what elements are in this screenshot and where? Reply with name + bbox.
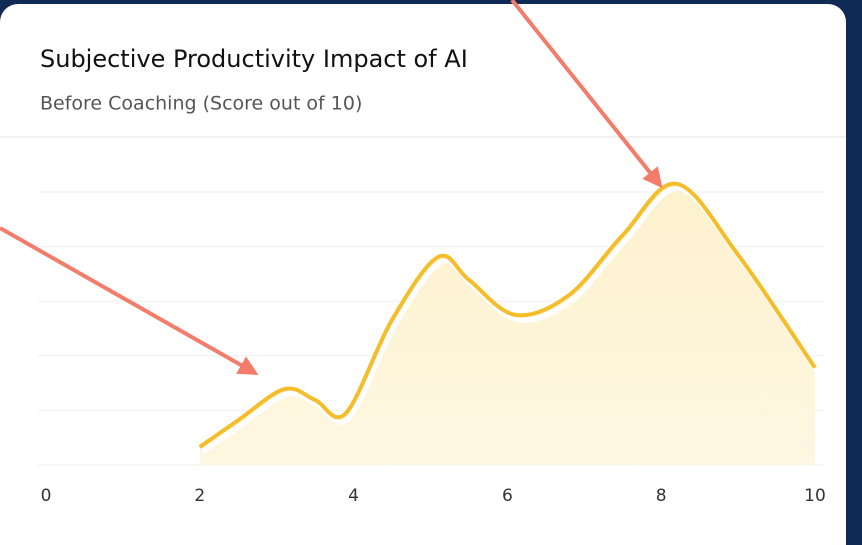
plot: 0 2 4 6 8 10 xyxy=(38,181,826,506)
x-tick-label: 2 xyxy=(194,486,205,506)
chart-title: Subjective Productivity Impact of AI xyxy=(40,45,468,73)
x-tick-label: 0 xyxy=(41,486,52,506)
area-fill xyxy=(199,183,816,465)
arrow xyxy=(0,226,259,375)
chart-subtitle: Before Coaching (Score out of 10) xyxy=(40,93,362,115)
x-tick-label: 6 xyxy=(502,486,513,506)
arrow xyxy=(510,0,663,189)
x-tick-label: 10 xyxy=(804,486,826,506)
x-tick-label: 4 xyxy=(348,486,359,506)
line xyxy=(198,181,817,449)
x-tick-label: 8 xyxy=(656,486,667,506)
